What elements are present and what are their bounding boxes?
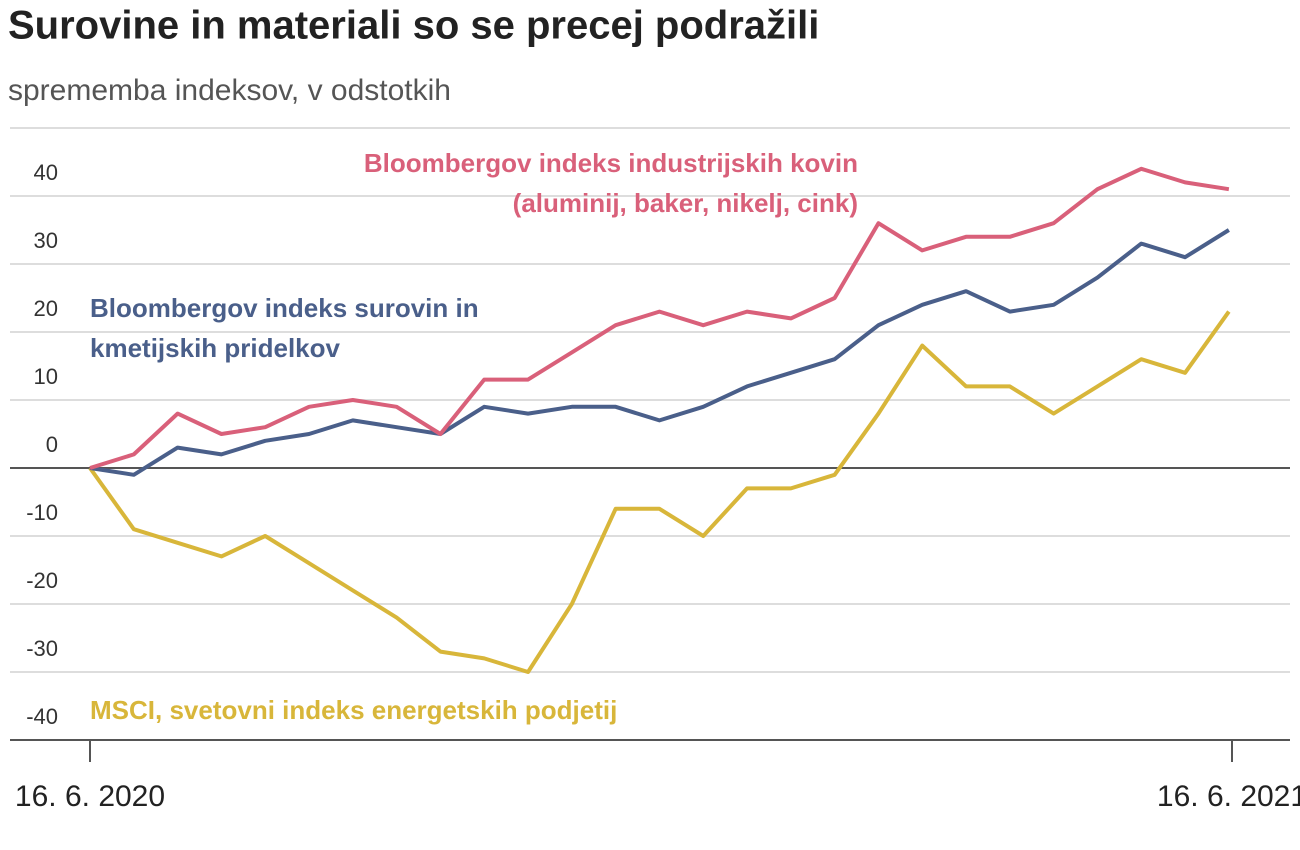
series-line [89,166,1230,470]
y-tick-label: 40 [34,160,58,185]
y-tick-label: 30 [34,228,58,253]
series-label: (aluminij, baker, nikelj, cink) [513,188,858,218]
series-label: kmetijskih pridelkov [90,333,341,363]
series-label: Bloombergov indeks industrijskih kovin [364,148,858,178]
y-tick-label: -20 [26,568,58,593]
x-tick-label: 16. 6. 2021 [1157,780,1300,813]
series-line [88,310,1231,674]
y-tick-label: -10 [26,500,58,525]
y-tick-label: 10 [34,364,58,389]
chart-title: Surovine in materiali so se precej podra… [8,4,819,48]
y-tick-label: 0 [46,432,58,457]
x-tick-label: 16. 6. 2020 [15,780,165,813]
series-line [89,228,1230,477]
y-tick-label: -30 [26,636,58,661]
chart-subtitle: sprememba indeksov, v odstotkih [8,74,451,107]
series-label: MSCI, svetovni indeks energetskih podjet… [90,695,617,725]
y-tick-label: 20 [34,296,58,321]
series-label: Bloombergov indeks surovin in [90,293,479,323]
y-tick-label: -40 [26,704,58,729]
